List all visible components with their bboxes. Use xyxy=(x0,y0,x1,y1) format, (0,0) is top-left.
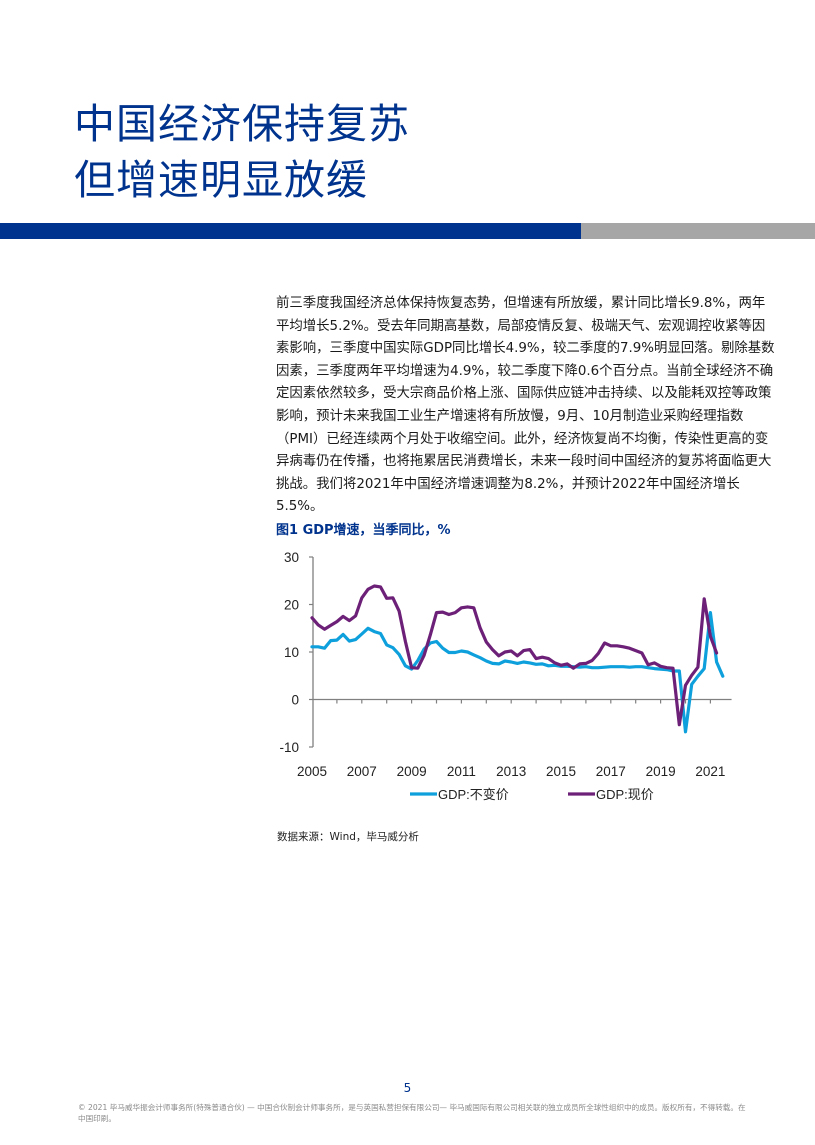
x-tick-label: 2005 xyxy=(297,764,327,779)
body-paragraph: 前三季度我国经济总体保持恢复态势，但增速有所放缓，累计同比增长9.8%，两年平均… xyxy=(276,296,775,515)
figure-title: 图1 GDP增速，当季同比，% xyxy=(276,523,451,538)
y-tick-label: 0 xyxy=(291,693,299,708)
legend-label: GDP:不变价 xyxy=(438,787,509,802)
data-source-note: 数据来源：Wind，毕马威分析 xyxy=(277,831,419,843)
accent-bar-blue xyxy=(0,223,581,239)
series-gdp-constant-price xyxy=(310,610,725,734)
x-tick-label: 2007 xyxy=(347,764,377,779)
page-title-line-1: 中国经济保持复苏 xyxy=(74,100,410,148)
y-tick-label: -10 xyxy=(279,740,299,755)
y-tick-label: 10 xyxy=(284,645,299,660)
chart-series xyxy=(310,584,725,734)
page-title-line-2: 但增速明显放缓 xyxy=(74,156,368,204)
x-axis: 2005 2007 2009 2011 2013 2015 2017 2019 2021 xyxy=(297,698,732,779)
x-tick-label: 2011 xyxy=(447,764,476,779)
legend-label: GDP:现价 xyxy=(596,787,654,802)
x-tick-label: 2019 xyxy=(646,764,676,779)
x-tick-label: 2021 xyxy=(695,764,725,779)
x-tick-label: 2015 xyxy=(546,764,576,779)
body-paragraph-block: 前三季度我国经济总体保持恢复态势，但增速有所放缓，累计同比增长9.8%，两年平均… xyxy=(276,293,776,519)
chart-legend: GDP:不变价 GDP:现价 xyxy=(410,787,654,802)
copyright-footer: © 2021 毕马威华振会计师事务所(特殊普通合伙) — 中国合伙制会计师事务所… xyxy=(78,1103,746,1123)
legend-item-gdp-constant-price: GDP:不变价 xyxy=(410,787,509,802)
y-tick-label: 20 xyxy=(284,598,299,613)
gdp-growth-chart: 30 20 10 0 -10 2005 2007 2009 2011 2013 2015 2017 2… xyxy=(270,545,750,815)
x-tick-label: 2013 xyxy=(496,764,526,779)
series-gdp-current-price xyxy=(310,584,719,727)
y-axis: 30 20 10 0 -10 xyxy=(279,550,314,755)
page-number: 5 xyxy=(403,1081,412,1095)
x-tick-label: 2009 xyxy=(397,764,427,779)
page-title: 中国经济保持复苏 但增速明显放缓 xyxy=(74,96,410,208)
legend-item-gdp-current-price: GDP:现价 xyxy=(568,787,654,802)
x-tick-label: 2017 xyxy=(596,764,626,779)
accent-bar-gray xyxy=(581,223,815,239)
y-tick-label: 30 xyxy=(284,550,299,565)
